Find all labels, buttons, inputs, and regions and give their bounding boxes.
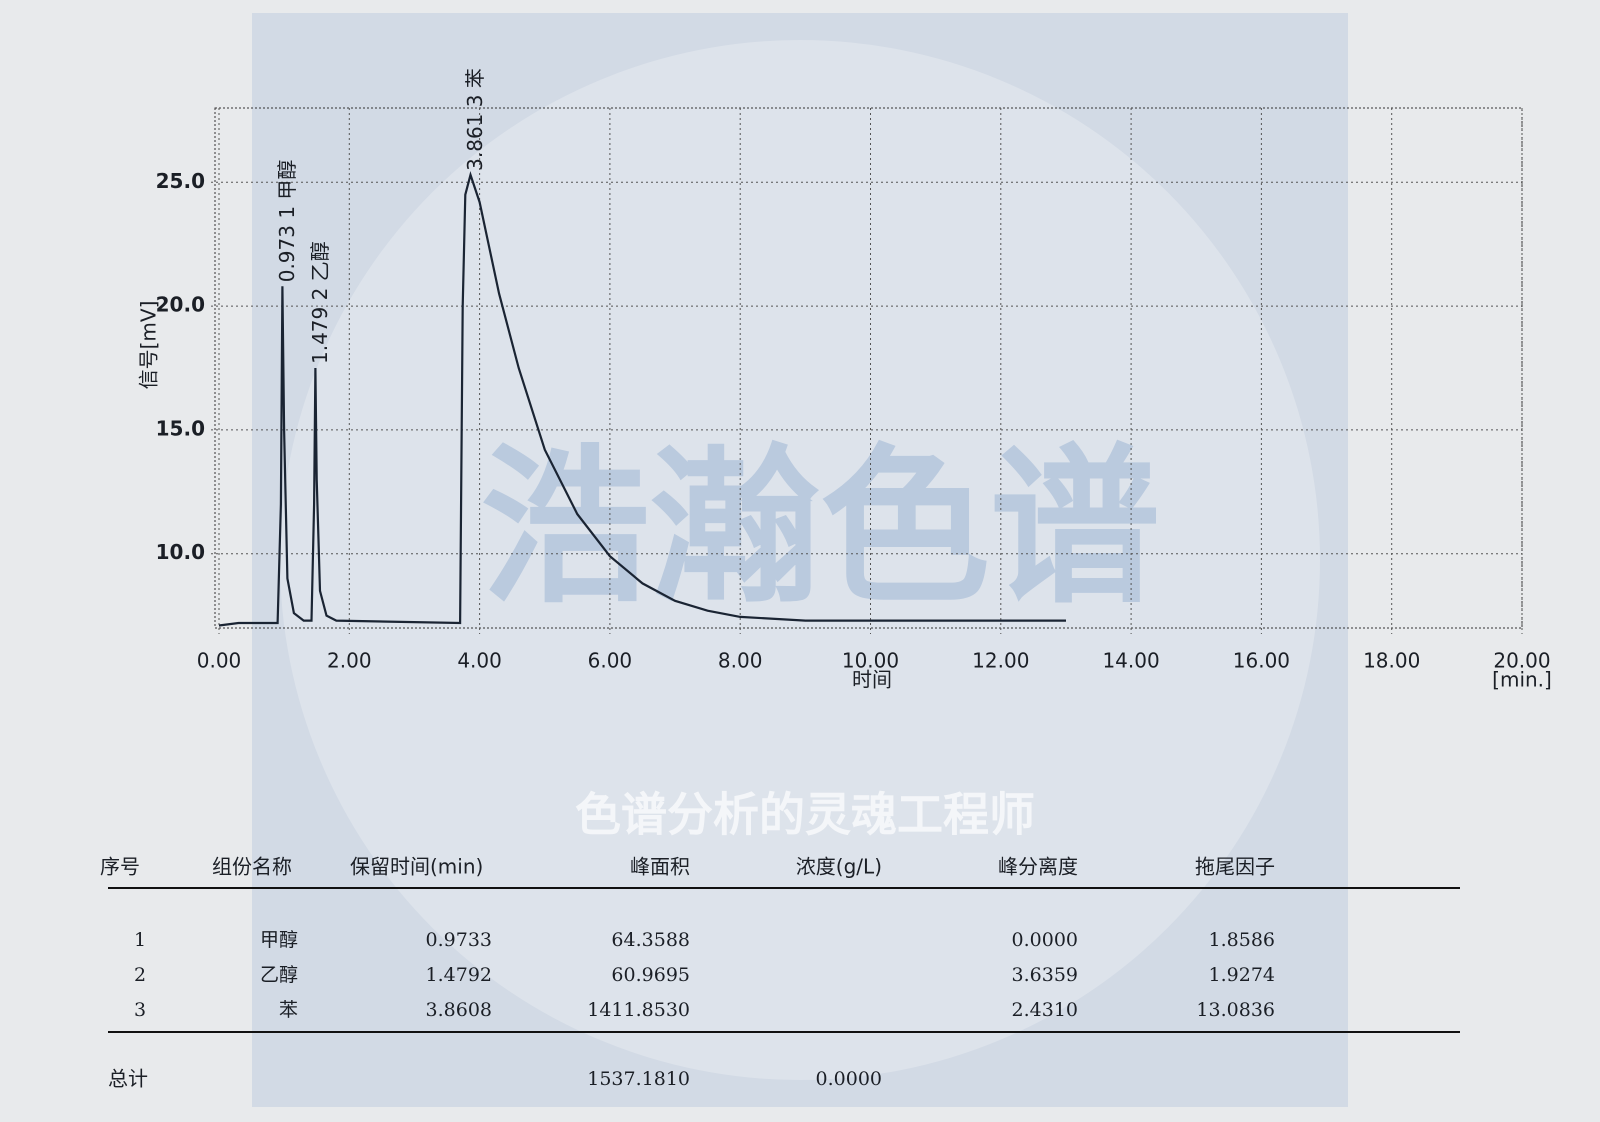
table-header: 序号	[100, 855, 140, 879]
x-tick-label: 18.00	[1363, 649, 1420, 673]
table-cell: 3.6359	[1012, 964, 1078, 986]
table-cell: 1.9274	[1209, 964, 1275, 986]
x-tick-label: 14.00	[1102, 649, 1159, 673]
x-tick-label: 16.00	[1233, 649, 1290, 673]
peak-label: 1.479 2 乙醇	[308, 241, 332, 364]
signal-trace	[218, 171, 1066, 627]
table-cell: 64.3588	[611, 929, 690, 951]
x-tick-label: 4.00	[457, 649, 502, 673]
peak-label: 3.861 3 苯	[463, 68, 487, 171]
table-cell: 0.9733	[426, 929, 492, 951]
table-cell: 60.9695	[611, 964, 690, 986]
table-header: 拖尾因子	[1195, 855, 1275, 879]
table-header: 浓度(g/L)	[796, 855, 882, 879]
table-cell: 苯	[279, 999, 298, 1021]
x-tick-label: 12.00	[972, 649, 1029, 673]
table-cell: 1411.8530	[587, 999, 690, 1021]
table-total: 0.0000	[816, 1068, 882, 1090]
table-cell: 1	[134, 929, 146, 951]
x-axis-unit: [min.]	[1492, 668, 1552, 692]
watermark-slogan: 色谱分析的灵魂工程师	[575, 788, 1035, 842]
table-cell: 2	[134, 964, 146, 986]
y-tick-label: 10.0	[156, 540, 205, 564]
plot-frame	[214, 107, 1523, 629]
table-total: 1537.1810	[587, 1068, 690, 1090]
table-cell: 1.4792	[426, 964, 492, 986]
table-cell: 乙醇	[260, 964, 298, 986]
watermark-title: 浩瀚色谱	[480, 429, 1160, 627]
table-header: 保留时间(min)	[350, 855, 483, 879]
y-axis-label: 信号[mV]	[137, 301, 161, 390]
table-cell: 3	[134, 999, 146, 1021]
x-tick-label: 20.00	[1493, 649, 1550, 673]
x-tick-label: 2.00	[327, 649, 372, 673]
x-tick-label: 0.00	[197, 649, 242, 673]
table-cell: 2.4310	[1012, 999, 1078, 1021]
table-cell: 13.0836	[1196, 999, 1275, 1021]
table-cell: 3.8608	[426, 999, 492, 1021]
x-tick-label: 10.00	[842, 649, 899, 673]
x-axis-label: 时间	[852, 668, 892, 692]
table-cell: 甲醇	[260, 929, 298, 951]
table-header: 峰面积	[630, 855, 690, 879]
x-tick-label: 8.00	[718, 649, 763, 673]
table-cell: 1.8586	[1209, 929, 1275, 951]
table-total: 总计	[108, 1067, 148, 1091]
table-header: 峰分离度	[998, 855, 1078, 879]
peak-label: 0.973 1 甲醇	[275, 160, 299, 283]
table-cell: 0.0000	[1012, 929, 1078, 951]
overlay	[252, 13, 1348, 1107]
y-tick-label: 15.0	[156, 416, 205, 440]
table-header: 组份名称	[212, 855, 292, 879]
watermark-circle	[280, 40, 1320, 1080]
y-tick-label: 20.0	[156, 293, 205, 317]
y-tick-label: 25.0	[156, 169, 205, 193]
x-tick-label: 6.00	[588, 649, 633, 673]
